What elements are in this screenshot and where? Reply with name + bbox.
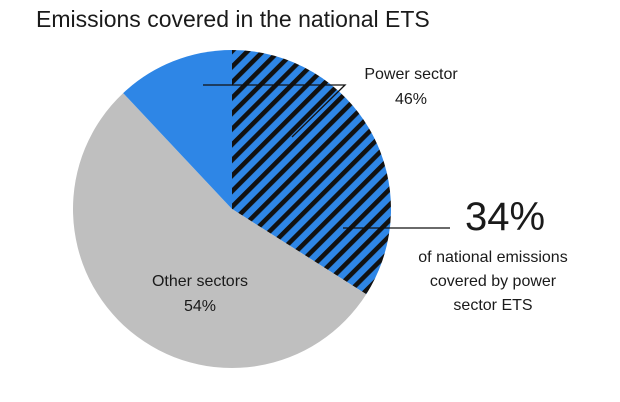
other-sectors-label: Other sectors [152, 273, 248, 290]
callout-text-line: covered by power [430, 273, 557, 290]
pie-slice-power-sector-remainder [123, 50, 232, 209]
other-sectors-value-label: 54% [184, 298, 216, 315]
callout-text-line: sector ETS [453, 297, 532, 314]
callout-value: 34% [465, 195, 545, 239]
power-sector-label: Power sector [364, 66, 458, 83]
pie-slice-power-sector-ets [232, 50, 391, 295]
power-sector-leader-line [203, 84, 347, 138]
chart-title: Emissions covered in the national ETS [36, 6, 430, 32]
power-sector-value-label: 46% [395, 91, 427, 108]
callout-text-line: of national emissions [418, 249, 567, 266]
pie-slice-other-sectors [72, 93, 367, 368]
